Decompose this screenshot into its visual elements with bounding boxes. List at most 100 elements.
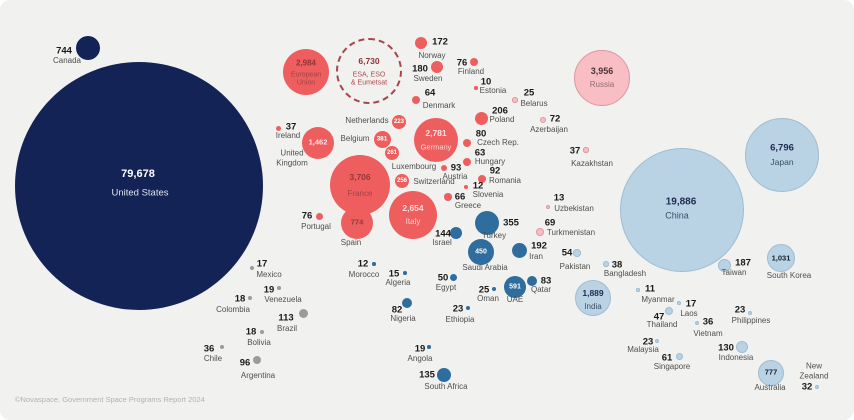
bubble-israel bbox=[450, 227, 462, 239]
country-label-uae: UAE bbox=[506, 295, 524, 305]
value-label-chile: 36 bbox=[203, 343, 215, 355]
value-label-angola: 19 bbox=[414, 343, 426, 355]
country-label-belgium: Belgium bbox=[340, 134, 370, 144]
bubble-malaysia bbox=[655, 339, 659, 343]
country-label-switzerland: Switzerland bbox=[413, 177, 455, 187]
country-label-qatar: Qatar bbox=[530, 285, 552, 295]
bubble-japan bbox=[745, 118, 819, 192]
country-label-pakistan: Pakistan bbox=[559, 262, 591, 272]
bubble-venezuela bbox=[277, 286, 281, 290]
value-label-myanmar: 11 bbox=[644, 283, 656, 295]
bubble-new-zealand bbox=[815, 385, 819, 389]
bubble-angola bbox=[427, 345, 431, 349]
country-label-singapore: Singapore bbox=[653, 362, 691, 372]
value-label-new-zealand: 32 bbox=[801, 381, 813, 393]
bubble-canada bbox=[76, 36, 100, 60]
country-label-uzbekistan: Uzbekistan bbox=[554, 204, 594, 214]
country-label-japan: Japan bbox=[770, 156, 794, 167]
value-label-uae: 591 bbox=[509, 283, 521, 291]
source-credit: ©Novaspace, Government Space Programs Re… bbox=[15, 395, 205, 404]
bubble-colombia bbox=[248, 296, 252, 300]
value-label-israel: 144 bbox=[435, 228, 451, 240]
value-label-turkey: 355 bbox=[503, 217, 519, 229]
country-label-denmark: Denmark bbox=[422, 101, 456, 111]
country-label-greece: Greece bbox=[454, 201, 482, 211]
bubble-morocco bbox=[372, 262, 376, 266]
bubble-singapore bbox=[675, 352, 683, 360]
bubble-netherlands bbox=[392, 115, 406, 129]
value-label-hungary: 63 bbox=[474, 147, 486, 159]
value-label-netherlands: 223 bbox=[393, 119, 405, 125]
country-label-indonesia: Indonesia bbox=[718, 353, 754, 363]
country-label-china: China bbox=[665, 210, 689, 221]
country-label-hungary: Hungary bbox=[474, 157, 506, 167]
bubble-egypt bbox=[449, 273, 457, 281]
country-label-malaysia: Malaysia bbox=[627, 345, 659, 355]
bubble-luxembourg bbox=[385, 146, 399, 160]
country-label-estonia: Estonia bbox=[479, 86, 507, 96]
value-label-turkmenistan: 69 bbox=[544, 217, 556, 229]
value-label-china: 19,886 bbox=[665, 196, 697, 208]
bubble-finland bbox=[470, 58, 478, 66]
value-label-romania: 92 bbox=[489, 165, 501, 177]
value-label-indonesia: 130 bbox=[718, 342, 734, 354]
value-label-austria: 93 bbox=[450, 162, 462, 174]
country-label-ireland: Ireland bbox=[275, 131, 301, 141]
bubble-esa bbox=[336, 38, 402, 104]
country-label-algeria: Algeria bbox=[385, 278, 411, 288]
bubble-south-korea bbox=[767, 244, 795, 272]
bubble-slovenia bbox=[464, 185, 468, 189]
bubble-philippines bbox=[748, 311, 752, 315]
bubble-azerbaijan bbox=[540, 117, 546, 123]
value-label-united-kingdom: 1,462 bbox=[308, 137, 328, 147]
bubble-vietnam bbox=[694, 320, 700, 326]
country-label-netherlands: Netherlands bbox=[345, 116, 389, 126]
country-label-turkmenistan: Turkmenistan bbox=[546, 228, 596, 238]
bubble-turkey bbox=[475, 211, 499, 235]
bubble-oman bbox=[492, 287, 496, 291]
value-label-portugal: 76 bbox=[301, 210, 313, 222]
value-label-nigeria: 82 bbox=[391, 304, 403, 316]
bubble-algeria bbox=[403, 271, 407, 275]
bubble-brazil bbox=[298, 308, 308, 318]
value-label-poland: 206 bbox=[492, 105, 508, 117]
value-label-mexico: 17 bbox=[256, 258, 268, 270]
value-label-colombia: 18 bbox=[234, 293, 246, 305]
bubble-south-africa bbox=[437, 368, 451, 382]
value-label-egypt: 50 bbox=[437, 272, 449, 284]
country-label-bangladesh: Bangladesh bbox=[603, 269, 647, 279]
bubble-switzerland bbox=[395, 174, 409, 188]
country-label-bolivia: Bolivia bbox=[247, 338, 271, 348]
value-label-malaysia: 23 bbox=[642, 336, 654, 348]
value-label-ethiopia: 23 bbox=[452, 303, 464, 315]
country-label-austria: Austria bbox=[442, 172, 468, 182]
country-label-saudi-arabia: Saudi Arabia bbox=[462, 263, 508, 273]
value-label-spain: 774 bbox=[350, 217, 364, 227]
bubble-laos bbox=[677, 301, 681, 305]
bubble-russia bbox=[574, 50, 630, 106]
bubble-china bbox=[620, 148, 744, 272]
country-label-taiwan: Taiwan bbox=[721, 268, 747, 278]
country-label-portugal: Portugal bbox=[301, 222, 331, 232]
country-label-france: France bbox=[347, 189, 373, 199]
country-label-kazakhstan: Kazakhstan bbox=[571, 159, 613, 169]
value-label-south-africa: 135 bbox=[419, 369, 435, 381]
bubble-austria bbox=[440, 164, 448, 172]
bubble-bolivia bbox=[260, 330, 264, 334]
country-label-turkey: Turkey bbox=[481, 231, 507, 241]
bubble-mexico bbox=[250, 266, 254, 270]
bubble-denmark bbox=[412, 96, 420, 104]
bubble-united-kingdom bbox=[302, 127, 334, 159]
country-label-united-states: United States bbox=[111, 187, 169, 199]
value-label-czech-rep: 80 bbox=[475, 128, 487, 140]
country-label-poland: Poland bbox=[489, 115, 515, 125]
value-label-vietnam: 36 bbox=[702, 316, 714, 328]
value-label-venezuela: 19 bbox=[263, 284, 275, 296]
value-label-luxembourg: 261 bbox=[386, 150, 398, 156]
country-label-india: India bbox=[584, 302, 602, 312]
bubble-australia bbox=[758, 360, 784, 386]
value-label-argentina: 96 bbox=[239, 357, 251, 369]
country-label-brazil: Brazil bbox=[276, 324, 298, 334]
country-label-ethiopia: Ethiopia bbox=[445, 315, 475, 325]
